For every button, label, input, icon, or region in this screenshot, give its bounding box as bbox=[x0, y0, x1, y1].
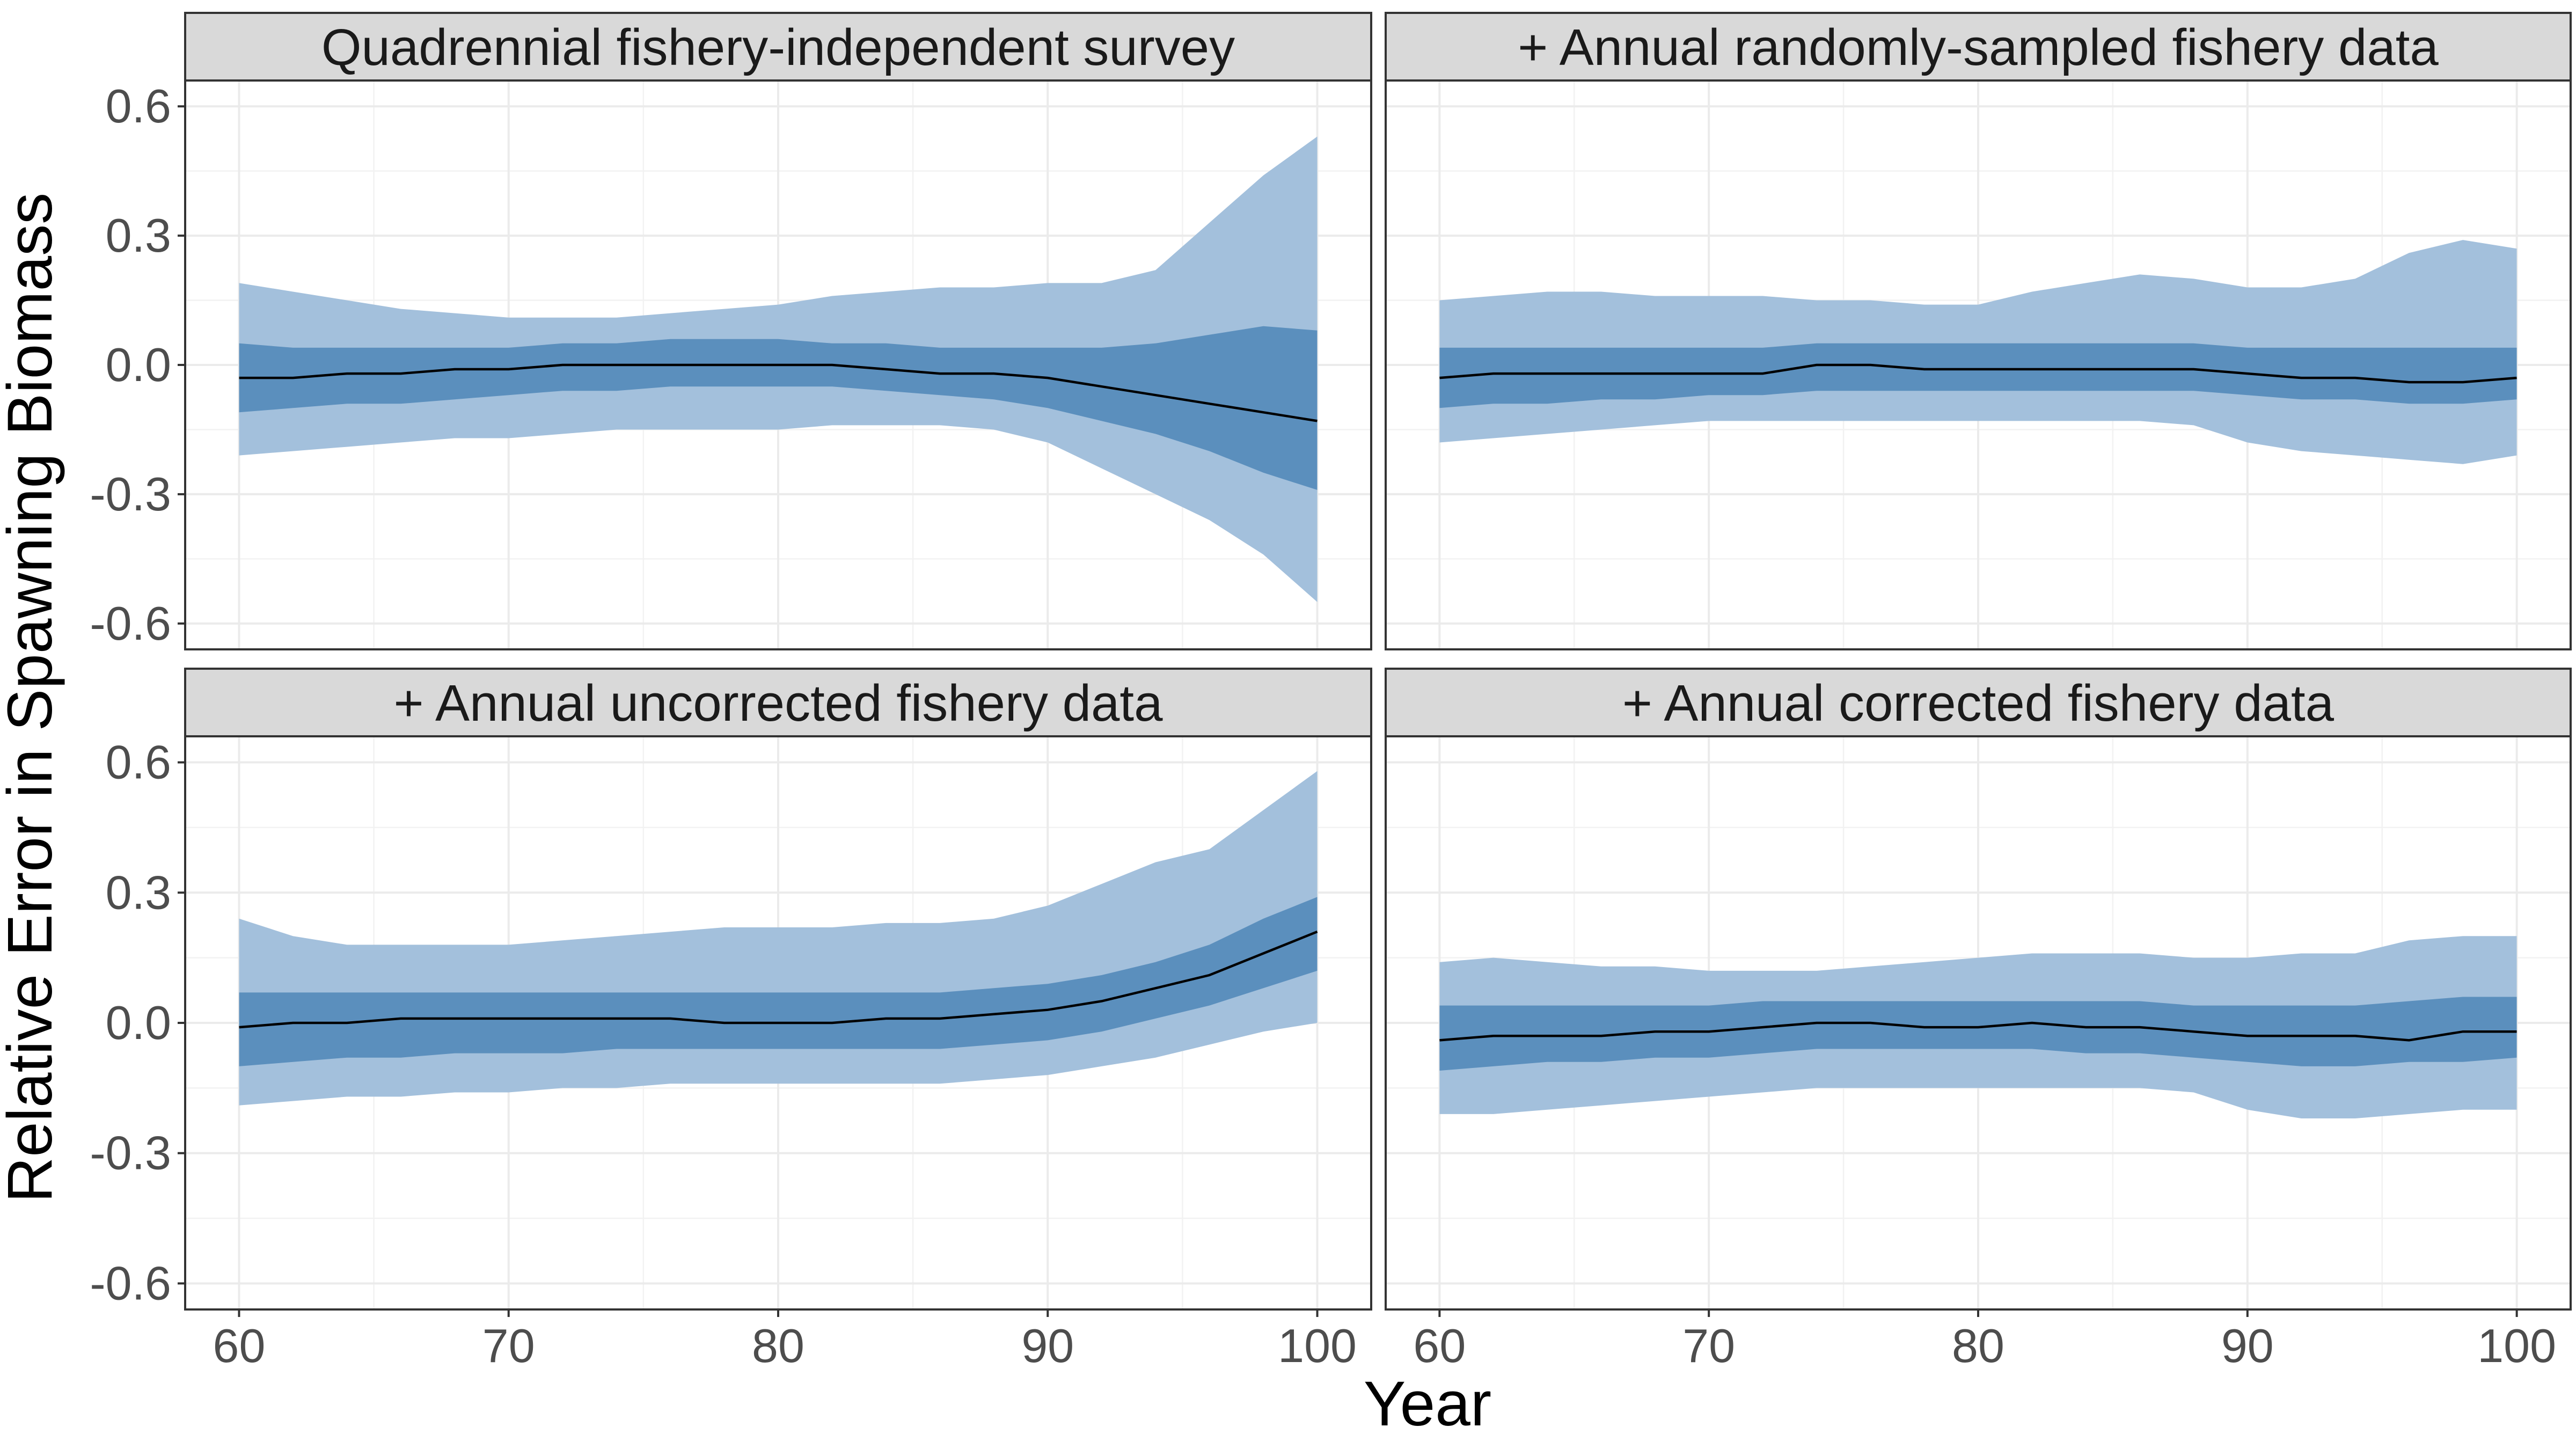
inner-interval-band bbox=[1439, 997, 2517, 1071]
y-tick-label: -0.6 bbox=[90, 597, 171, 650]
x-tick-label: 80 bbox=[1952, 1319, 2004, 1372]
x-tick-label: 70 bbox=[1682, 1319, 1735, 1372]
x-tick-label: 60 bbox=[213, 1319, 266, 1372]
x-tick-label: 70 bbox=[482, 1319, 535, 1372]
median-line bbox=[239, 363, 1318, 422]
panel-title: + Annual uncorrected fishery data bbox=[394, 675, 1163, 732]
panel-4: + Annual corrected fishery data 60 70 80 90 1… bbox=[1385, 668, 2572, 1372]
x-tick-label: 80 bbox=[752, 1319, 804, 1372]
y-tick-label: 0.6 bbox=[106, 79, 171, 133]
inner-interval-band bbox=[1439, 343, 2517, 408]
x-tick-label: 90 bbox=[1021, 1319, 1074, 1372]
y-tick-label: -0.3 bbox=[90, 1126, 171, 1180]
x-tick-label: 100 bbox=[2477, 1319, 2556, 1372]
panel-title: Quadrennial fishery-independent survey bbox=[321, 19, 1235, 76]
panel-title: + Annual randomly-sampled fishery data bbox=[1518, 19, 2439, 76]
panel-3: + Annual uncorrected fishery data 0.6 0.3 0… bbox=[90, 668, 1372, 1372]
y-tick-label: -0.3 bbox=[90, 467, 171, 521]
y-tick-label: 0.6 bbox=[106, 736, 171, 789]
panel-2: + Annual randomly-sampled fishery data bbox=[1385, 12, 2572, 650]
median-line bbox=[239, 931, 1318, 1029]
panel-strip bbox=[1385, 668, 2572, 737]
panel-title: + Annual corrected fishery data bbox=[1622, 675, 2334, 732]
y-tick-label: 0.0 bbox=[106, 996, 171, 1049]
panel-1: Quadrennial fishery-independent survey 0.… bbox=[90, 12, 1372, 650]
x-tick-label: 100 bbox=[1278, 1319, 1357, 1372]
x-tick-label: 60 bbox=[1413, 1319, 1466, 1372]
inner-interval-band bbox=[239, 326, 1318, 490]
panel-strip bbox=[184, 668, 1372, 737]
y-axis-title: Relative Error in Spawning Biomass bbox=[0, 193, 65, 1203]
median-line bbox=[1439, 1021, 2517, 1042]
y-tick-label: -0.6 bbox=[90, 1256, 171, 1309]
y-tick-label: 0.3 bbox=[106, 209, 171, 262]
panels-layer: Quadrennial fishery-independent survey 0.… bbox=[90, 12, 2572, 1372]
x-axis-title: Year bbox=[1364, 1368, 1491, 1439]
median-line bbox=[1439, 363, 2517, 384]
panel-strip bbox=[184, 12, 1372, 82]
y-tick-label: 0.0 bbox=[106, 338, 171, 391]
x-tick-label: 90 bbox=[2221, 1319, 2274, 1372]
inner-interval-band bbox=[239, 897, 1318, 1066]
y-tick-label: 0.3 bbox=[106, 866, 171, 919]
panel-border bbox=[1385, 79, 2572, 650]
